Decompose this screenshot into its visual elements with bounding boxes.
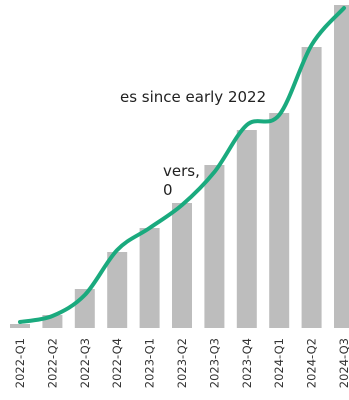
x-tick-label: 2023-Q1 xyxy=(143,338,157,388)
bar xyxy=(301,47,322,328)
bar xyxy=(236,130,257,328)
x-tick-label: 2022-Q2 xyxy=(45,338,59,388)
bar xyxy=(334,5,349,328)
x-tick-label: 2024-Q3 xyxy=(337,338,349,388)
annotation: 0 xyxy=(163,181,173,199)
x-tick-label: 2022-Q1 xyxy=(13,338,27,388)
bar xyxy=(139,228,160,328)
x-tick-label: 2023-Q4 xyxy=(240,338,254,388)
x-tick-label: 2022-Q3 xyxy=(78,338,92,388)
x-tick-label: 2024-Q2 xyxy=(305,338,319,388)
x-tick-label: 2023-Q3 xyxy=(207,338,221,388)
x-tick-label: 2024-Q1 xyxy=(272,338,286,388)
annotation: es since early 2022 xyxy=(120,88,266,106)
bar xyxy=(172,203,192,328)
bar xyxy=(269,113,290,328)
bar xyxy=(107,252,128,328)
annotation: vers, xyxy=(163,162,200,180)
bar xyxy=(204,165,225,328)
x-tick-label: 2023-Q2 xyxy=(175,338,189,388)
x-tick-label: 2022-Q4 xyxy=(110,338,124,388)
bar xyxy=(10,324,30,328)
trend-line xyxy=(18,6,346,324)
